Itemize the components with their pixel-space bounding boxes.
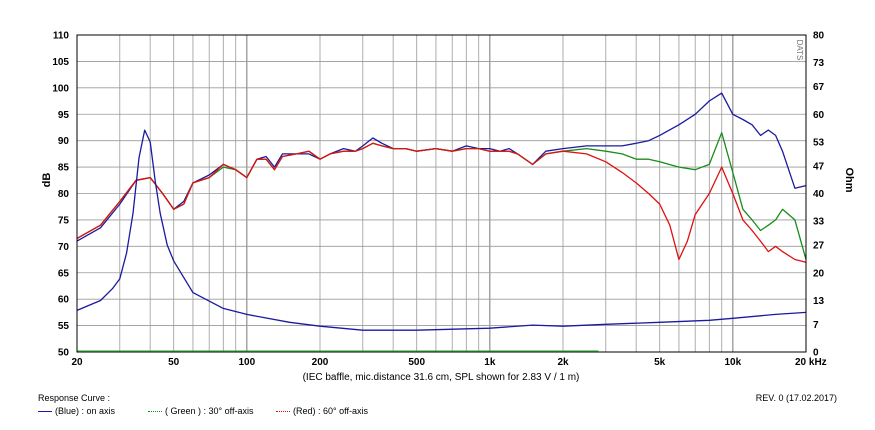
y2-tick-label: 20 xyxy=(813,268,825,279)
legend-label-blue: (Blue) : on axis xyxy=(55,406,116,416)
y2-tick-labels: 0 7 13 20 27 33 40 47 53 60 67 73 80 xyxy=(813,31,825,359)
x-tick-label: 20 xyxy=(71,357,83,368)
y-tick-label: 80 xyxy=(58,189,70,200)
y-tick-label: 75 xyxy=(58,215,70,226)
legend-swatch-green xyxy=(148,410,162,412)
plot-frame xyxy=(76,34,807,353)
legend: Response Curve : REV. 0 (17.02.2017) (Bl… xyxy=(0,392,875,430)
x-tick-label: 1k xyxy=(484,357,496,368)
x-tick-label: 200 xyxy=(312,357,329,368)
x-tick-label: 2k xyxy=(557,357,569,368)
y-tick-labels: 50 55 60 65 70 75 80 85 90 95 100 105 110 xyxy=(52,31,69,359)
grid xyxy=(77,35,806,352)
y-tick-label: 110 xyxy=(53,31,70,42)
y-tick-label: 60 xyxy=(58,295,70,306)
corner-mark: DATS xyxy=(795,40,804,61)
y2-tick-label: 60 xyxy=(813,110,825,121)
y2-tick-label: 67 xyxy=(813,82,825,93)
response-curve-heading: Response Curve : xyxy=(38,393,111,403)
y-tick-label: 95 xyxy=(58,110,70,121)
footnote: (IEC baffle, mic.distance 31.6 cm, SPL s… xyxy=(303,372,580,383)
y2-tick-label: 13 xyxy=(813,296,825,307)
y-tick-label: 70 xyxy=(58,242,70,253)
y-axis-label: dB xyxy=(41,173,53,188)
series-line-3 xyxy=(76,129,807,331)
legend-item-red: (Red) : 60° off-axis xyxy=(276,406,368,416)
x-tick-label: 500 xyxy=(408,357,425,368)
legend-swatch-red xyxy=(276,410,290,412)
x-tick-label: 100 xyxy=(239,357,256,368)
y2-tick-label: 40 xyxy=(813,189,825,200)
legend-label-green: ( Green ) : 30° off-axis xyxy=(165,406,254,416)
legend-label-red: (Red) : 60° off-axis xyxy=(293,406,368,416)
y-tick-label: 100 xyxy=(52,83,69,94)
y2-tick-label: 80 xyxy=(813,31,825,42)
plot-series xyxy=(76,92,807,352)
x-tick-label: 10k xyxy=(725,357,742,368)
y2-tick-label: 0 xyxy=(813,348,819,359)
y-tick-label: 55 xyxy=(58,321,70,332)
y2-tick-label: 53 xyxy=(813,137,825,148)
y2-tick-label: 33 xyxy=(813,217,825,228)
y2-tick-label: 27 xyxy=(813,241,825,252)
legend-item-blue: (Blue) : on axis xyxy=(38,406,115,416)
x-tick-label: 50 xyxy=(168,357,180,368)
x-tick-label: 5k xyxy=(654,357,666,368)
y-tick-label: 105 xyxy=(52,57,69,68)
y-tick-label: 50 xyxy=(58,348,70,359)
x-tick-labels: 20 50 100 200 500 1k 2k 5k 10k 20 kHz xyxy=(71,357,826,368)
legend-item-green: ( Green ) : 30° off-axis xyxy=(148,406,253,416)
y-tick-label: 85 xyxy=(58,163,70,174)
x-tick-label: 20 kHz xyxy=(795,357,827,368)
series-line-2 xyxy=(76,142,807,263)
y-tick-label: 65 xyxy=(58,268,70,279)
legend-swatch-blue xyxy=(38,410,52,412)
y-tick-label: 90 xyxy=(58,136,70,147)
frequency-response-chart: 20 50 100 200 500 1k 2k 5k 10k 20 kHz 50 55 60 65 70 7… xyxy=(41,31,855,384)
y2-tick-label: 47 xyxy=(813,161,825,172)
revision-label: REV. 0 (17.02.2017) xyxy=(755,393,837,403)
chart-svg: 20 50 100 200 500 1k 2k 5k 10k 20 kHz 50556065707… xyxy=(41,31,855,384)
y2-tick-label: 73 xyxy=(813,58,825,69)
y2-axis-label: Ohm xyxy=(843,167,855,192)
y2-tick-label: 7 xyxy=(813,320,819,331)
